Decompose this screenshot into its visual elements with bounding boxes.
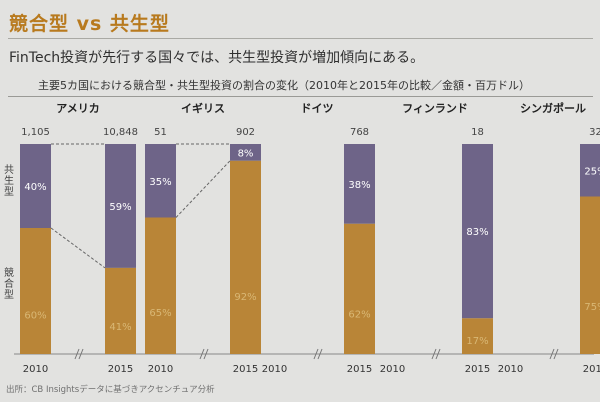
country-label: アメリカ: [56, 102, 99, 115]
x-tick-label: 2010: [148, 364, 173, 375]
axis-break-mark: [553, 348, 559, 360]
country-label: イギリス: [181, 101, 225, 115]
connector-line: [175, 160, 231, 218]
axis-break-mark: [78, 348, 84, 360]
bar-segment-collaborative: [230, 144, 261, 161]
data-label-competitive: 92%: [234, 292, 256, 303]
axis-break-mark: [431, 348, 437, 360]
x-tick-label: 2015: [233, 364, 258, 375]
data-label-competitive: 75%: [584, 302, 600, 313]
data-label-collaborative: 83%: [466, 227, 488, 238]
bar-total-label: 32: [589, 127, 600, 138]
x-tick-label: 2010: [23, 364, 48, 375]
bar-segment-competitive: [20, 228, 51, 354]
x-tick-label: 2015: [347, 364, 372, 375]
axis-break-mark: [317, 348, 323, 360]
y-label-competitive: 競: [4, 266, 14, 279]
source-note: 出所：CB Insightsデータに基づきアクセンチュア分析: [6, 385, 215, 395]
bar-segment-competitive: [105, 267, 136, 354]
data-label-collaborative: 38%: [348, 180, 370, 191]
y-label-collaborative: 共: [4, 164, 14, 176]
slide-title: 競合型 vs 共生型: [9, 13, 170, 35]
connector-line: [50, 227, 106, 269]
country-label: シンガポール: [520, 101, 586, 115]
country-label: フィンランド: [402, 102, 468, 115]
data-label-competitive: 41%: [109, 322, 131, 333]
bar-segment-collaborative: [145, 144, 176, 218]
axis-break-mark: [549, 348, 555, 360]
axis-break-mark: [199, 348, 205, 360]
bar-segment-collaborative: [20, 144, 51, 228]
x-tick-label: 2015: [108, 364, 133, 375]
data-label-collaborative: 35%: [149, 177, 171, 188]
data-label-competitive: 60%: [24, 311, 46, 322]
bar-segment-collaborative: [462, 144, 493, 319]
bar-total-label: 1,105: [21, 127, 50, 138]
bar-total-label: 51: [154, 127, 167, 138]
bar-total-label: 18: [471, 127, 484, 138]
bar-total-label: 10,848: [103, 127, 138, 138]
slide-subtitle: FinTech投資が先行する国々では、共生型投資が増加傾向にある。: [9, 50, 425, 66]
y-label-competitive: 型: [4, 288, 14, 301]
bar-segment-competitive: [230, 160, 261, 354]
axis-break-mark: [74, 348, 80, 360]
y-label-collaborative: 生: [4, 174, 14, 187]
axis-break-mark: [313, 348, 319, 360]
bar-total-label: 902: [236, 127, 255, 138]
data-label-collaborative: 59%: [109, 202, 131, 213]
bar-segment-competitive: [580, 196, 600, 354]
data-label-collaborative: 25%: [584, 166, 600, 177]
x-tick-label: 2010: [262, 364, 287, 375]
bar-segment-competitive: [145, 217, 176, 354]
data-label-competitive: 17%: [466, 336, 488, 347]
data-label-collaborative: 40%: [24, 182, 46, 193]
x-tick-label: 2015: [465, 364, 490, 375]
x-tick-label: 2010: [380, 364, 405, 375]
stacked-bar-chart: 共生型競合型アメリカ20101,10540%60%201510,84859%41…: [4, 101, 600, 375]
data-label-competitive: 65%: [149, 308, 171, 319]
data-label-competitive: 62%: [348, 310, 370, 321]
bar-total-label: 768: [350, 127, 369, 138]
bar-segment-collaborative: [344, 144, 375, 224]
bar-segment-competitive: [462, 318, 493, 354]
country-label: ドイツ: [301, 102, 334, 115]
x-tick-label: 2015: [583, 364, 600, 375]
x-tick-label: 2010: [498, 364, 523, 375]
bar-segment-competitive: [344, 223, 375, 354]
bar-segment-collaborative: [580, 144, 600, 197]
axis-break-mark: [435, 348, 441, 360]
y-label-competitive: 合: [4, 277, 14, 290]
axis-break-mark: [203, 348, 209, 360]
chart-title: 主要5カ国における競合型・共生型投資の割合の変化（2010年と2015年の比較／…: [38, 79, 530, 92]
title-rule: [8, 38, 593, 39]
data-label-collaborative: 8%: [238, 148, 254, 159]
heading-rule: [8, 96, 593, 97]
y-label-collaborative: 型: [4, 185, 14, 198]
bar-segment-collaborative: [105, 144, 136, 268]
